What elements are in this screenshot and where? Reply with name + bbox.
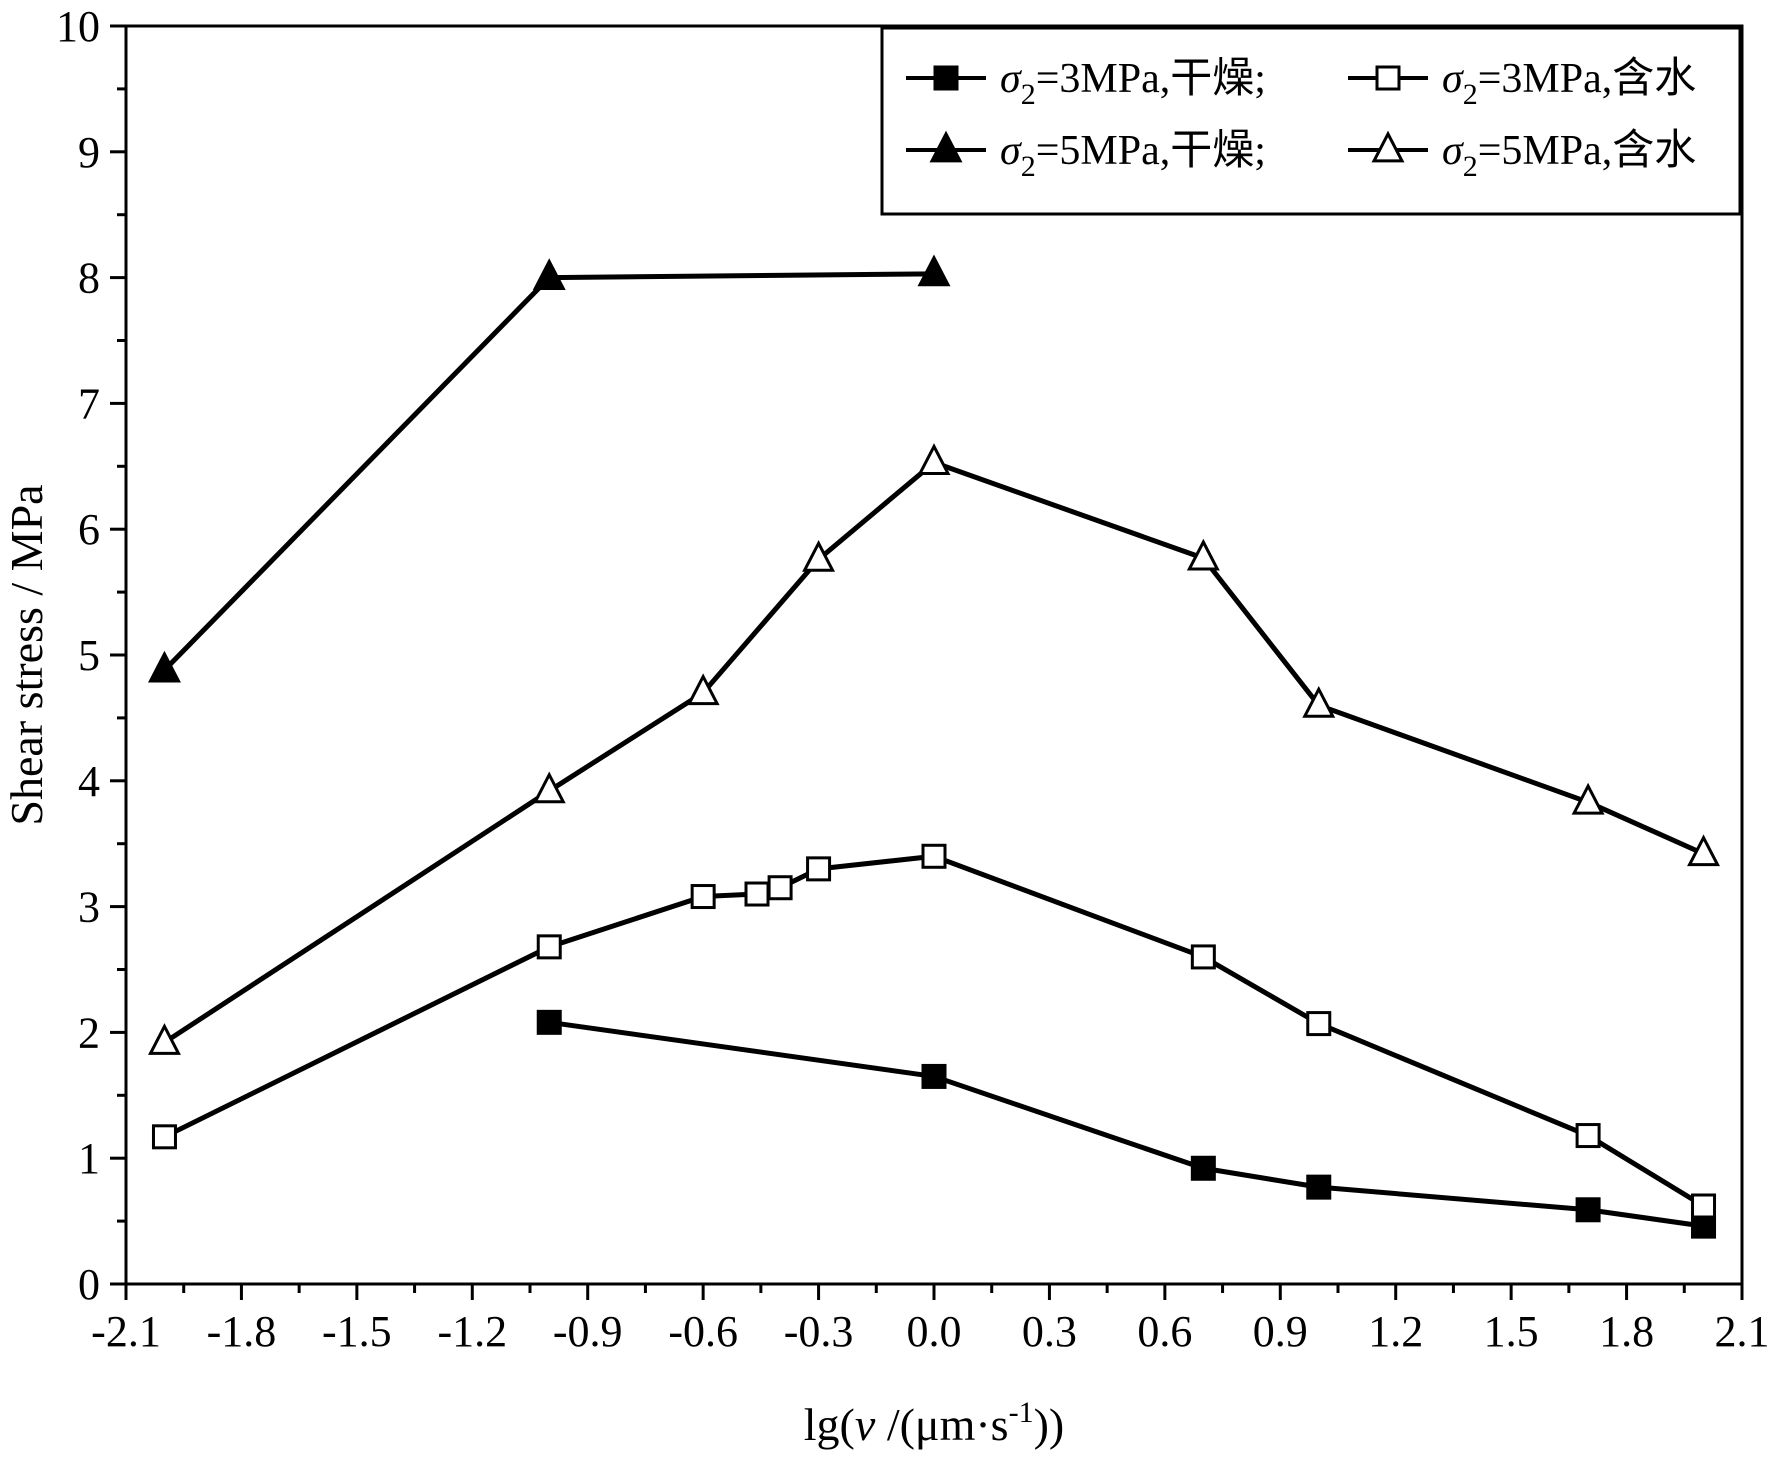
legend-marker xyxy=(929,130,963,163)
data-point xyxy=(917,443,951,475)
series-line xyxy=(163,460,1705,1045)
y-tick-label: 8 xyxy=(78,254,100,303)
data-point xyxy=(536,934,562,960)
data-point xyxy=(1302,685,1336,718)
data-point xyxy=(806,856,832,882)
y-tick-label: 5 xyxy=(78,631,100,680)
y-tick-label: 2 xyxy=(78,1008,100,1057)
x-tick-label: 2.1 xyxy=(1715,1307,1770,1356)
axis-labels: Shear stress / MPa lg(v /(μm·s-1)) xyxy=(1,484,1064,1450)
data-point xyxy=(1186,538,1220,571)
series-1 xyxy=(536,1009,1717,1239)
series-line xyxy=(163,853,1705,1209)
x-tick-label: 0.9 xyxy=(1253,1307,1308,1356)
data-point xyxy=(148,1023,181,1055)
data-point xyxy=(1691,1193,1717,1219)
legend-label: σ2=3MPa,干燥; xyxy=(1000,56,1266,111)
y-tick-label: 7 xyxy=(78,379,100,428)
data-point xyxy=(1306,1174,1332,1200)
x-tick-label: 0.3 xyxy=(1022,1307,1077,1356)
data-point xyxy=(1575,1197,1601,1223)
y-axis-label: Shear stress / MPa xyxy=(1,484,52,825)
data-point xyxy=(690,884,716,910)
x-tick-label: 1.2 xyxy=(1368,1307,1423,1356)
data-point xyxy=(686,673,720,706)
x-tick-label: -0.3 xyxy=(784,1307,854,1356)
legend-label: σ2=5MPa,含水 xyxy=(1442,128,1696,183)
data-point xyxy=(148,650,181,683)
data-point xyxy=(1687,834,1720,867)
data-point xyxy=(1306,1011,1332,1037)
x-tick-label: -1.5 xyxy=(322,1307,392,1356)
ticks: -2.1 -1.8 -1.5 -1.2 -0.9 -0.6 -0.3 0.0 0.3 0.6 0.9… xyxy=(56,2,1770,1356)
x-tick-label: 1.8 xyxy=(1599,1307,1654,1356)
legend: σ2=3MPa,干燥; σ2=3MPa,含水 σ2=5MPa,干燥; σ2=5MPa,… xyxy=(880,26,1742,216)
legend-item: σ2=3MPa,含水 xyxy=(1348,56,1696,111)
data-point xyxy=(921,843,947,869)
legend-label: σ2=5MPa,干燥; xyxy=(1000,128,1266,183)
x-tick-label: -2.1 xyxy=(91,1307,161,1356)
data-point xyxy=(1571,782,1605,815)
y-tick-label: 4 xyxy=(78,757,100,806)
series-line xyxy=(162,271,935,672)
data-point xyxy=(921,1063,947,1089)
x-tick-label: -0.9 xyxy=(553,1307,623,1356)
data-point xyxy=(532,258,566,291)
data-point xyxy=(744,881,770,907)
data-point xyxy=(151,1124,177,1150)
x-tick-label: -1.8 xyxy=(207,1307,277,1356)
y-tick-label: 6 xyxy=(78,505,100,554)
legend-marker xyxy=(1371,130,1405,163)
series-4 xyxy=(148,443,1720,1055)
y-tick-label: 1 xyxy=(78,1134,100,1183)
legend-item: σ2=5MPa,干燥; xyxy=(906,128,1266,183)
legend-marker xyxy=(933,65,959,91)
series-2 xyxy=(151,843,1717,1219)
x-axis-label: lg(v /(μm·s-1)) xyxy=(804,1396,1064,1450)
y-tick-label: 3 xyxy=(78,883,100,932)
x-tick-label: 0.0 xyxy=(907,1307,962,1356)
data-point xyxy=(767,875,793,901)
x-tick-label: -0.6 xyxy=(668,1307,738,1356)
y-tick-label: 0 xyxy=(78,1260,100,1309)
legend-label: σ2=3MPa,含水 xyxy=(1442,56,1696,111)
legend-item: σ2=5MPa,含水 xyxy=(1348,128,1696,183)
x-tick-label: 1.5 xyxy=(1484,1307,1539,1356)
data-point xyxy=(1575,1123,1601,1149)
data-point xyxy=(532,771,566,804)
legend-item: σ2=3MPa,干燥; xyxy=(906,56,1266,111)
legend-box xyxy=(880,26,1742,216)
x-tick-label: 0.6 xyxy=(1137,1307,1192,1356)
y-tick-label: 10 xyxy=(56,2,100,51)
data-point xyxy=(536,1009,562,1035)
legend-marker xyxy=(1375,65,1401,91)
y-tick-label: 9 xyxy=(78,128,100,177)
data-point xyxy=(1190,1155,1216,1181)
series-3 xyxy=(148,254,951,683)
data-point xyxy=(802,540,836,572)
series-group xyxy=(148,254,1720,1239)
x-tick-label: -1.2 xyxy=(437,1307,507,1356)
data-point xyxy=(917,254,951,287)
series-line xyxy=(548,1019,1704,1229)
data-point xyxy=(1190,944,1216,970)
